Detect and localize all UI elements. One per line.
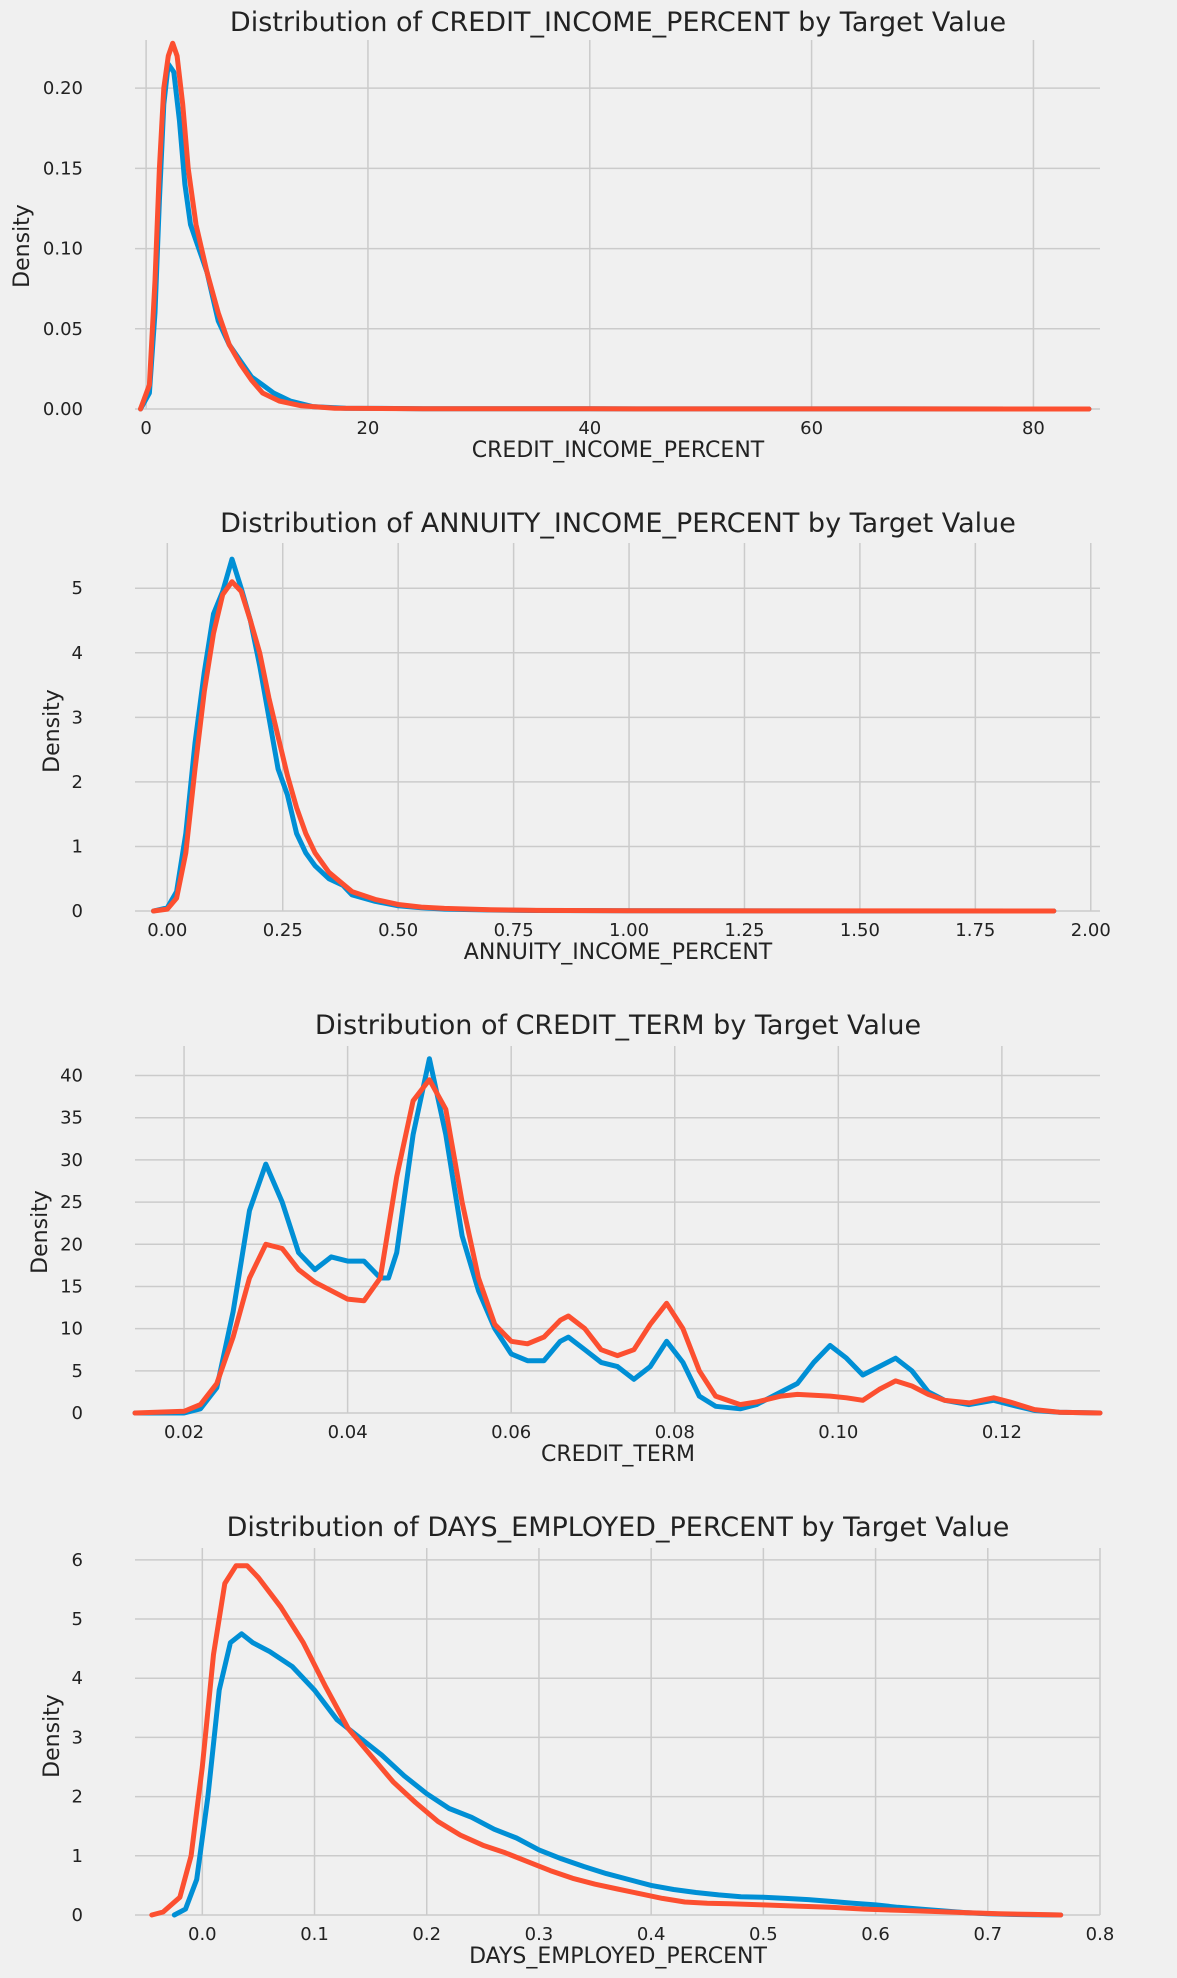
chart-title: Distribution of ANNUITY_INCOME_PERCENT b… [220,508,1016,539]
x-tick-label: 0.0 [188,1924,217,1945]
series-line-target-1 [149,1563,1064,1918]
x-axis-label: DAYS_EMPLOYED_PERCENT [469,1944,767,1969]
tick-labels: 0 20 40 60 80 0.00 0.05 0.10 0.15 0.20 [43,78,1045,439]
y-tick-label: 0.15 [43,158,83,179]
y-tick-label: 20 [60,1234,83,1255]
y-tick-label: 10 [60,1319,83,1340]
gridlines [135,1046,1100,1414]
chart-title: Distribution of DAYS_EMPLOYED_PERCENT by… [227,1512,1010,1543]
x-tick-label: 20 [356,418,379,439]
x-tick-label: 0.3 [525,1924,554,1945]
series-line-target-1 [151,579,1057,914]
y-tick-label: 0.10 [43,239,83,260]
y-tick-label: 2 [72,772,83,793]
series-line-target-0 [132,1056,1103,1416]
x-tick-label: 0.25 [263,920,303,941]
y-axis-label: Density [28,1190,53,1274]
y-axis-label: Density [40,689,65,773]
x-tick-label: 0.1 [300,1924,329,1945]
y-tick-label: 2 [72,1787,83,1808]
gridlines [135,40,1100,410]
chart-title: Distribution of CREDIT_TERM by Target Va… [315,1010,921,1041]
x-axis-label: CREDIT_TERM [541,1442,695,1467]
y-tick-label: 4 [72,643,83,664]
y-tick-label: 5 [72,1609,83,1630]
gridlines [135,543,1100,912]
x-tick-label: 0.75 [494,920,534,941]
y-tick-label: 40 [60,1066,83,1087]
x-tick-label: 0.12 [982,1422,1022,1443]
series-lines [149,1563,1064,1918]
series-line-target-1 [132,1077,1103,1416]
x-tick-label: 0.8 [1086,1924,1115,1945]
y-tick-label: 0.05 [43,319,83,340]
y-tick-label: 4 [72,1668,83,1689]
y-tick-label: 6 [72,1550,83,1571]
x-tick-label: 0 [140,418,151,439]
y-tick-label: 35 [60,1108,83,1129]
gridlines [135,1548,1101,1916]
x-tick-label: 0.2 [412,1924,441,1945]
x-tick-label: 0.10 [818,1422,858,1443]
y-tick-label: 0 [72,1905,83,1926]
x-tick-label: 0.04 [328,1422,368,1443]
y-tick-label: 15 [60,1276,83,1297]
x-axis-label: ANNUITY_INCOME_PERCENT [464,940,773,965]
y-tick-label: 5 [72,578,83,599]
x-tick-label: 0.08 [655,1422,695,1443]
y-tick-label: 0 [72,1403,83,1424]
x-axis-label: CREDIT_INCOME_PERCENT [472,438,765,463]
x-tick-label: 0.02 [164,1422,204,1443]
x-tick-label: 0.7 [973,1924,1002,1945]
series-lines [151,556,1057,914]
y-axis-label: Density [40,1694,65,1778]
series-lines [138,40,1092,412]
tick-labels: 0.0 0.1 0.2 0.3 0.4 0.5 0.6 0.7 0.8 0 1 2 3 4 5 6 [72,1550,1115,1945]
y-axis-label: Density [10,204,35,288]
panel-annuity-income-percent: Distribution of ANNUITY_INCOME_PERCENT b… [40,508,1111,965]
x-tick-label: 40 [578,418,601,439]
x-tick-label: 0.5 [749,1924,778,1945]
x-tick-label: 0.4 [637,1924,666,1945]
y-tick-label: 25 [60,1192,83,1213]
x-tick-label: 0.6 [861,1924,890,1945]
x-tick-label: 0.00 [147,920,187,941]
x-tick-label: 1.75 [955,920,995,941]
x-tick-label: 2.00 [1071,920,1111,941]
y-tick-label: 5 [72,1361,83,1382]
y-tick-label: 1 [72,1846,83,1867]
y-tick-label: 0 [72,901,83,922]
y-tick-label: 3 [72,707,83,728]
x-tick-label: 1.00 [609,920,649,941]
y-tick-label: 0.00 [43,399,83,420]
tick-labels: 0.02 0.04 0.06 0.08 0.10 0.12 0 5 10 15 20 25 30 35 40 [60,1066,1022,1443]
y-tick-label: 0.20 [43,78,83,99]
x-tick-label: 80 [1022,418,1045,439]
x-tick-label: 1.25 [724,920,764,941]
panel-credit-income-percent: Distribution of CREDIT_INCOME_PERCENT by… [10,7,1100,463]
series-line-target-0 [171,1631,1064,1918]
tick-labels: 0.00 0.25 0.50 0.75 1.00 1.25 1.50 1.75 2.00 0 1 2 3… [72,578,1111,941]
series-line-target-1 [138,40,1092,412]
y-tick-label: 30 [60,1150,83,1171]
panel-days-employed-percent: Distribution of DAYS_EMPLOYED_PERCENT by… [40,1512,1114,1969]
x-tick-label: 0.06 [491,1422,531,1443]
x-tick-label: 0.50 [378,920,418,941]
chart-title: Distribution of CREDIT_INCOME_PERCENT by… [230,7,1006,38]
x-tick-label: 60 [800,418,823,439]
y-tick-label: 1 [72,836,83,857]
x-tick-label: 1.50 [840,920,880,941]
series-lines [132,1056,1103,1416]
y-tick-label: 3 [72,1727,83,1748]
panel-credit-term: Distribution of CREDIT_TERM by Target Va… [28,1010,1103,1467]
